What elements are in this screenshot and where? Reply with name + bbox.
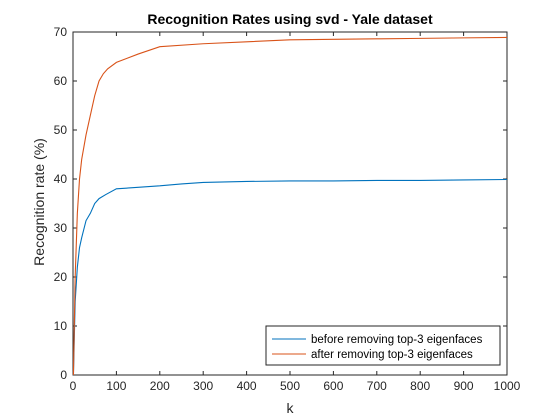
x-tick-label: 900: [454, 379, 474, 393]
chart-title: Recognition Rates using svd - Yale datas…: [147, 11, 433, 27]
x-tick-label: 600: [323, 379, 343, 393]
legend-box: [265, 325, 501, 366]
y-tick-label: 70: [54, 25, 68, 39]
y-tick-label: 40: [54, 172, 68, 186]
x-tick-label: 300: [193, 379, 213, 393]
plot-area: 0 100 200 300 400 500 600 700 800 900 1000 0 10 20 30 4…: [54, 25, 521, 393]
x-tick-label: 700: [367, 379, 387, 393]
x-tick-label: 0: [70, 379, 77, 393]
x-tick-label: 100: [106, 379, 126, 393]
legend-entry-1: before removing top-3 eigenfaces: [311, 334, 483, 346]
x-tick-label: 1000: [494, 379, 521, 393]
x-axis-label: k: [287, 400, 295, 416]
series-line-2: [72, 36, 508, 376]
y-tick-label: 30: [54, 221, 68, 235]
x-tick-label: 400: [237, 379, 257, 393]
y-tick-label: 10: [54, 319, 68, 333]
x-tick-label: 500: [280, 379, 300, 393]
y-axis-label: Recognition rate (%): [31, 138, 47, 266]
x-tick-label: 800: [410, 379, 430, 393]
y-tick-label: 0: [60, 368, 67, 382]
axes-box: [72, 31, 508, 376]
y-tick-label: 20: [54, 270, 68, 284]
y-tick-label: 50: [54, 123, 68, 137]
y-tick-label: 60: [54, 74, 68, 88]
series-line-1: [72, 178, 508, 376]
legend: before removing top-3 eigenfaces after re…: [265, 325, 501, 366]
x-tick-label: 200: [150, 379, 170, 393]
legend-entry-2: after removing top-3 eigenfaces: [311, 349, 473, 361]
